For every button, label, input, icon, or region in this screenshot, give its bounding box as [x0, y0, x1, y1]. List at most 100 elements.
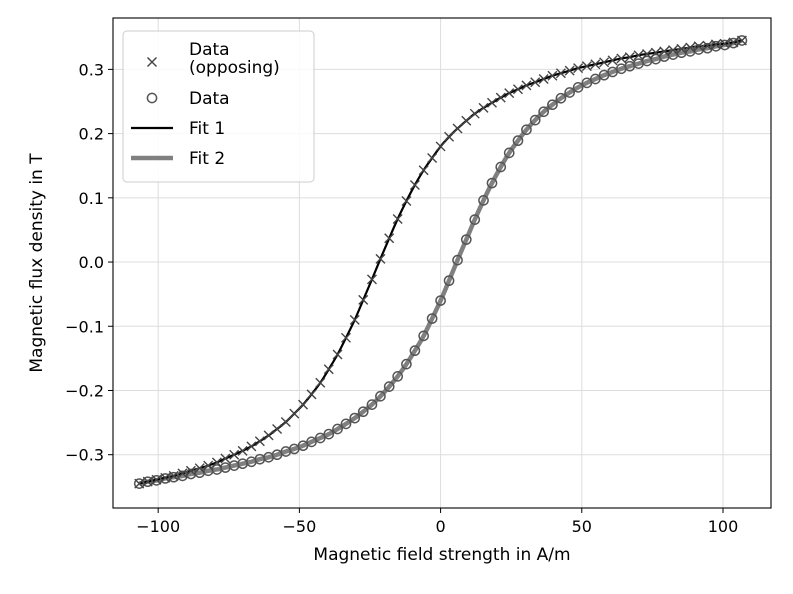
data-point-cross	[418, 165, 429, 176]
data-point-cross	[547, 70, 558, 81]
legend-label: Fit 2	[189, 149, 225, 169]
data-point-cross	[263, 430, 274, 441]
legend-entry-fit-1: Fit 1	[131, 119, 225, 139]
data-point-cross	[151, 474, 162, 485]
data-point-cross	[375, 253, 386, 264]
data-point-circle	[366, 399, 378, 410]
data-point-cross	[306, 389, 317, 400]
data-point-cross	[693, 41, 704, 52]
data-point-cross	[211, 457, 222, 468]
data-point-circle	[486, 177, 498, 189]
data-point-cross	[624, 52, 635, 63]
data-point-circle	[306, 436, 317, 448]
data-point-cross	[358, 294, 369, 305]
data-point-cross	[168, 470, 179, 481]
data-point-cross	[134, 478, 145, 489]
data-point-cross	[478, 102, 489, 113]
data-point-cross	[229, 449, 240, 460]
legend-entry-fit-2: Fit 2	[131, 149, 225, 169]
data-point-circle	[503, 147, 515, 159]
data-point-cross	[160, 472, 171, 483]
y-tick-label: −0.3	[65, 446, 104, 465]
data-point-cross	[469, 108, 480, 119]
data-point-circle	[435, 295, 446, 306]
y-tick-label: −0.1	[65, 317, 104, 336]
data-point-cross	[366, 274, 377, 285]
y-tick-label: 0.0	[79, 253, 104, 272]
data-point-cross	[642, 48, 653, 59]
plot-frame	[112, 17, 772, 509]
data-point-cross	[203, 460, 214, 471]
data-point-cross	[555, 68, 566, 79]
x-tick-label: −50	[283, 517, 317, 536]
data-point-cross	[315, 377, 326, 388]
data-point-circle	[736, 35, 748, 46]
data-point-cross	[444, 131, 455, 142]
legend-label: Data	[189, 89, 230, 109]
data-point-circle	[383, 381, 395, 392]
legend-entry-data-opposing: Data (opposing)	[147, 40, 280, 78]
data-point-cross	[685, 42, 696, 53]
data-point-cross	[538, 74, 549, 85]
data-point-cross	[323, 364, 334, 375]
data-point-cross	[702, 40, 713, 51]
data-point-circle	[572, 82, 584, 93]
y-tick-label: −0.2	[65, 381, 104, 400]
data-point-circle	[443, 275, 455, 287]
data-point-cross	[512, 84, 523, 95]
data-point-cross	[237, 445, 248, 456]
fit-2-line	[138, 38, 743, 486]
data-point-circle	[332, 423, 343, 435]
y-tick-label: 0.3	[79, 60, 104, 79]
x-tick-label: 0	[435, 517, 445, 536]
data-point-cross	[280, 416, 291, 427]
data-point-cross	[194, 463, 205, 474]
data-point-circle	[409, 345, 421, 357]
data-point-circle	[349, 412, 361, 424]
data-point-circle	[512, 135, 524, 147]
data-point-circle	[323, 428, 335, 440]
data-point-circle	[521, 124, 532, 136]
x-axis-label: Magnetic field strength in A/m	[313, 545, 570, 565]
data-point-circle	[426, 313, 438, 324]
data-point-circle	[469, 214, 481, 226]
data-point-cross	[177, 468, 188, 479]
data-point-circle	[478, 195, 489, 206]
data-point-cross	[573, 63, 584, 74]
legend-cross-icon	[147, 57, 157, 67]
data-point-cross	[599, 57, 610, 68]
data-point-circle	[495, 161, 507, 173]
data-point-cross	[435, 141, 446, 152]
axis-ticks: −100 −50 0 50 100 −0.3 −0.2 −0.1 0.0 0.1 0.2 0.3	[65, 60, 738, 536]
data-point-cross	[452, 123, 463, 134]
data-point-cross	[736, 35, 747, 46]
x-tick-label: 100	[708, 517, 739, 536]
data-point-cross	[427, 153, 438, 163]
legend: Data (opposing) Data Fit 1 Fit 2	[122, 30, 315, 183]
data-point-circle	[401, 358, 412, 370]
data-point-cross	[298, 399, 309, 410]
data-point-cross	[246, 441, 257, 452]
data-point-cross	[564, 65, 575, 76]
data-point-circle	[529, 114, 541, 126]
data-point-cross	[384, 233, 395, 244]
y-tick-label: 0.1	[79, 189, 104, 208]
x-tick-label: 50	[572, 517, 592, 536]
data-point-circle	[297, 440, 309, 452]
legend-circle-icon	[146, 92, 158, 104]
data-point-circle	[555, 92, 567, 104]
data-point-cross	[349, 314, 360, 325]
data-point-cross	[461, 115, 472, 126]
data-point-cross	[581, 61, 592, 72]
data-point-cross	[668, 45, 679, 56]
legend-entry-data: Data	[146, 89, 230, 109]
data-point-cross	[710, 39, 721, 50]
data-point-cross	[401, 196, 412, 207]
data-point-cross	[633, 50, 644, 61]
data-point-circle	[460, 234, 472, 245]
legend-label: (opposing)	[189, 58, 280, 78]
data-point-cross	[332, 349, 343, 360]
data-point-cross	[590, 59, 601, 70]
data-point-cross	[521, 80, 532, 91]
